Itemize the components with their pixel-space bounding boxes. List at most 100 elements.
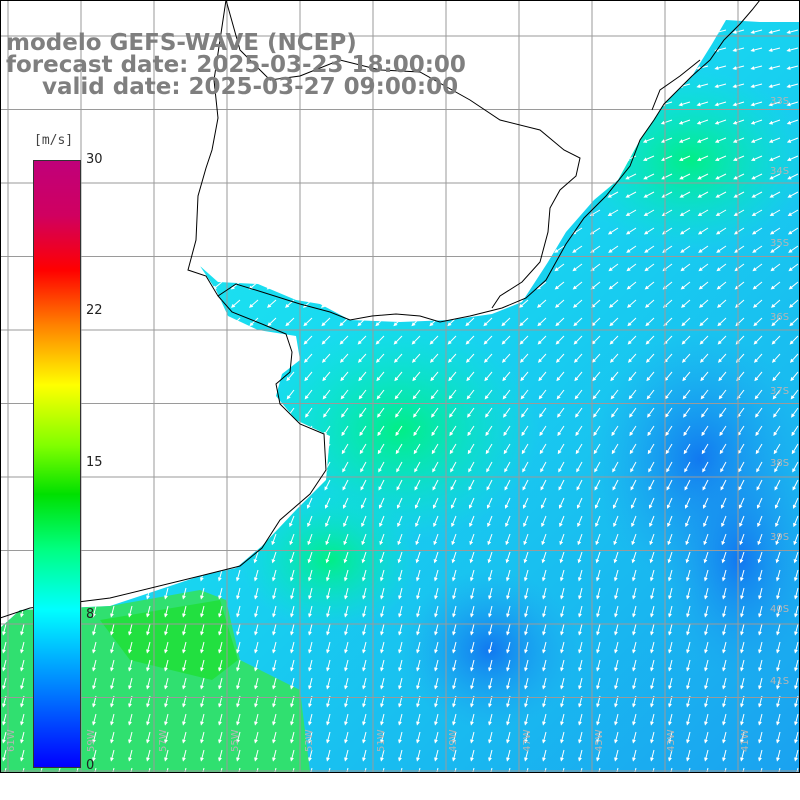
wind-arrow <box>391 227 403 235</box>
wind-arrow <box>626 299 637 308</box>
wind-arrow <box>625 191 637 198</box>
wind-arrow <box>660 47 673 52</box>
wind-arrow <box>721 551 727 564</box>
wind-arrow <box>648 479 655 491</box>
wind-arrow <box>521 425 529 437</box>
wind-arrow <box>555 353 565 363</box>
wind-arrow <box>30 101 43 107</box>
wind-arrow <box>19 515 25 528</box>
wind-arrow <box>716 245 727 253</box>
wind-arrow <box>685 533 691 546</box>
wind-arrow <box>126 479 133 491</box>
wind-arrow <box>774 479 781 491</box>
wind-arrow <box>769 191 781 198</box>
wind-arrow <box>685 515 691 528</box>
wind-arrow <box>218 641 223 654</box>
wind-arrow <box>396 479 403 491</box>
wind-arrow <box>628 389 637 400</box>
wind-arrow <box>139 227 151 235</box>
wind-arrow <box>233 407 241 418</box>
wind-arrow <box>463 173 475 180</box>
wind-arrow <box>594 461 601 473</box>
wind-arrow <box>85 173 97 180</box>
wind-arrow <box>282 137 295 143</box>
wind-arrow <box>14 299 25 308</box>
wind-arrow <box>445 227 457 235</box>
wind-arrow <box>663 317 673 327</box>
wind-arrow <box>285 353 295 363</box>
wind-arrow <box>464 281 475 290</box>
wind-arrow <box>578 605 583 618</box>
wind-arrow <box>87 353 97 363</box>
wind-arrow <box>537 317 547 327</box>
wind-arrow <box>481 173 493 180</box>
wind-arrow <box>318 137 331 143</box>
wind-arrow <box>426 29 439 34</box>
wind-arrow <box>505 569 511 582</box>
wind-arrow <box>194 281 205 290</box>
wind-arrow <box>267 353 277 363</box>
wind-arrow <box>358 389 367 400</box>
wind-arrow <box>614 587 619 600</box>
wind-arrow <box>775 533 781 546</box>
wind-arrow <box>164 605 169 618</box>
wind-arrow <box>103 227 115 235</box>
wind-arrow <box>336 119 349 125</box>
wind-arrow <box>300 155 313 162</box>
wind-arrow <box>554 245 565 253</box>
wind-arrow <box>534 155 547 162</box>
wind-arrow <box>19 569 25 582</box>
wind-arrow <box>326 605 331 618</box>
wind-arrow <box>379 515 385 528</box>
wind-arrow <box>216 497 223 509</box>
wind-arrow <box>18 497 25 509</box>
wind-arrow <box>110 587 115 600</box>
wind-arrow <box>773 425 781 437</box>
wind-arrow <box>733 209 745 217</box>
wind-arrow <box>287 443 295 455</box>
wind-arrow <box>289 551 295 564</box>
wind-arrow <box>410 299 421 308</box>
wind-arrow <box>698 299 709 308</box>
wind-arrow <box>791 407 799 418</box>
wind-arrow <box>193 191 205 198</box>
wind-arrow <box>542 605 547 618</box>
wind-arrow <box>758 623 763 636</box>
wind-arrow <box>535 227 547 235</box>
wind-arrow <box>390 119 403 125</box>
wind-arrow <box>680 281 691 290</box>
wind-arrow <box>681 317 691 327</box>
wind-arrow <box>788 263 799 272</box>
wind-arrow <box>86 245 97 253</box>
wind-arrow <box>196 371 205 382</box>
wind-arrow <box>703 551 709 564</box>
wind-arrow <box>303 335 313 345</box>
wind-arrow <box>362 605 367 618</box>
wind-arrow <box>469 515 475 528</box>
wind-arrow <box>756 461 763 473</box>
wind-arrow <box>412 389 421 400</box>
wind-arrow <box>251 443 259 455</box>
wind-arrow <box>394 371 403 382</box>
wind-arrow <box>88 371 97 382</box>
wind-arrow <box>717 335 727 345</box>
wind-arrow <box>321 335 331 345</box>
wind-arrow <box>411 335 421 345</box>
wind-arrow <box>231 335 241 345</box>
wind-arrow <box>178 389 187 400</box>
wind-arrow <box>428 281 439 290</box>
wind-arrow <box>13 209 25 217</box>
wind-arrow <box>354 101 367 107</box>
wind-arrow <box>0 425 7 437</box>
wind-arrow <box>626 245 637 253</box>
wind-arrow <box>391 173 403 180</box>
wind-arrow <box>175 227 187 235</box>
wind-arrow <box>662 299 673 308</box>
wind-arrow <box>18 479 25 491</box>
wind-arrow <box>416 587 421 600</box>
wind-arrow <box>430 371 439 382</box>
wind-arrow <box>590 245 601 253</box>
wind-arrow <box>721 569 727 582</box>
wind-arrow <box>793 551 799 564</box>
wind-arrow <box>102 119 115 125</box>
